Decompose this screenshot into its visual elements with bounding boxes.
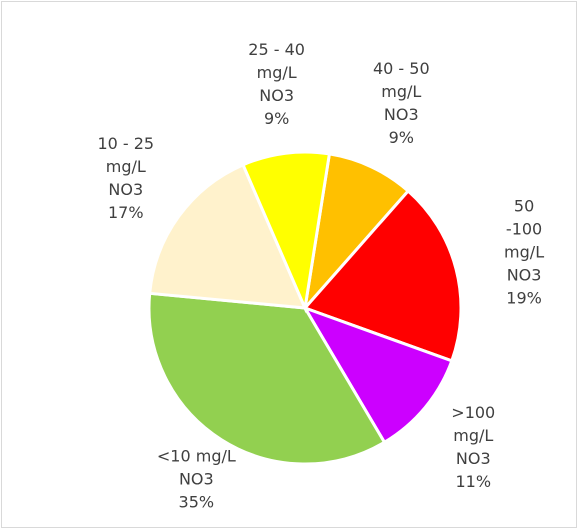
value-label: 19% (506, 288, 542, 308)
category-label: >100 mg/L NO3 (451, 403, 496, 469)
data-label: <10 mg/L NO3 35% (157, 445, 236, 514)
category-label: <10 mg/L NO3 (156, 446, 236, 489)
category-label: 40 - 50 mg/L NO3 (372, 59, 430, 125)
value-label: 17% (107, 202, 144, 222)
data-label: 50 -100 mg/L NO3 19% (497, 194, 551, 309)
category-label: 10 - 25 mg/L NO3 (97, 133, 155, 199)
value-label: 11% (455, 472, 492, 492)
category-label: 25 - 40 mg/L NO3 (248, 39, 305, 105)
data-label: 40 - 50 mg/L NO3 9% (373, 57, 430, 149)
pie-slice (302, 152, 411, 313)
value-label: 9% (388, 128, 414, 148)
category-label: 50 -100 mg/L NO3 (504, 196, 545, 285)
pie-slice (301, 305, 454, 445)
data-label: 25 - 40 mg/L NO3 9% (248, 38, 305, 130)
pie-slice (147, 291, 387, 466)
pie-slice (148, 162, 308, 310)
pie-slice (302, 188, 463, 363)
data-label: 10 - 25 mg/L NO3 17% (97, 132, 154, 224)
pie-slice (241, 150, 332, 314)
value-label: 9% (263, 108, 290, 128)
data-label: >100 mg/L NO3 11% (451, 401, 495, 493)
value-label: 35% (178, 492, 215, 512)
